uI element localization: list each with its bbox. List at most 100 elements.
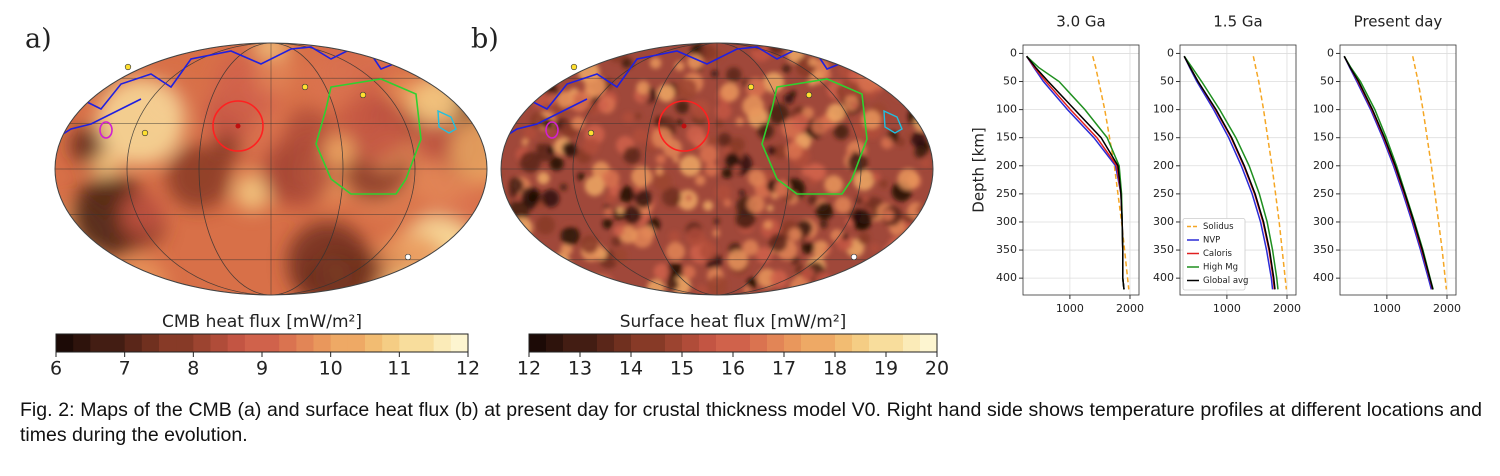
map-blob xyxy=(773,144,788,160)
map-blob xyxy=(657,84,675,102)
map-blob xyxy=(618,185,636,203)
location-dot xyxy=(301,83,309,91)
map-blob xyxy=(735,209,756,229)
colorbar-step xyxy=(699,334,717,352)
map-blob xyxy=(584,75,606,97)
location-dot xyxy=(404,253,412,261)
map-blob xyxy=(905,131,912,138)
y-tick-label: 150 xyxy=(1153,131,1174,144)
map-blob xyxy=(717,132,732,147)
map-blob xyxy=(685,227,706,247)
map-blob xyxy=(906,261,925,280)
map-blob xyxy=(747,169,765,187)
colorbar-step xyxy=(244,334,263,352)
map-blob xyxy=(676,119,683,126)
map-blob xyxy=(921,86,933,103)
map-blob xyxy=(621,57,633,69)
map-blob xyxy=(579,43,594,58)
chart-title: 1.5 Ga xyxy=(1213,13,1262,31)
map-blob xyxy=(501,94,509,101)
map-blob xyxy=(801,166,813,177)
map-blob xyxy=(415,122,458,165)
y-tick-label: 250 xyxy=(1313,187,1334,200)
colorbar-step xyxy=(279,334,297,352)
panel-label: b) xyxy=(471,24,499,55)
map-blob xyxy=(774,180,791,197)
cyan-region xyxy=(883,109,903,134)
colorbar-step xyxy=(546,334,564,352)
map-blob xyxy=(851,102,858,109)
map-blob xyxy=(702,200,714,211)
map-blob xyxy=(612,248,628,265)
map-blob xyxy=(668,230,681,243)
map-outline xyxy=(54,42,488,296)
map-blob xyxy=(715,102,732,120)
map-blob xyxy=(908,48,917,57)
y-axis-label: Depth [km] xyxy=(970,127,988,212)
map-blob xyxy=(913,74,928,89)
map-blob xyxy=(623,205,642,225)
map-blob xyxy=(824,175,844,195)
map-blob xyxy=(708,136,718,145)
legend-label: Caloris xyxy=(1203,249,1233,259)
y-tick-label: 300 xyxy=(1313,215,1334,228)
map-blob xyxy=(507,243,527,264)
colorbar-step xyxy=(347,334,366,352)
colorbar-step xyxy=(852,334,870,352)
map-blob xyxy=(685,194,692,201)
colorbar-step xyxy=(124,334,143,352)
map-blob xyxy=(769,269,788,288)
legend-label: NVP xyxy=(1203,236,1220,246)
map-blob xyxy=(561,141,577,157)
y-tick-label: 400 xyxy=(1153,271,1174,284)
plot-frame xyxy=(1339,44,1457,296)
colorbar-step xyxy=(716,334,734,352)
map-blob xyxy=(521,50,529,58)
colorbar-step xyxy=(682,334,700,352)
y-tick-label: 150 xyxy=(1313,131,1334,144)
map-blob xyxy=(569,91,590,112)
map-blob xyxy=(712,229,721,237)
map-blob xyxy=(763,72,785,93)
map-blob xyxy=(533,64,540,72)
colorbar-step xyxy=(382,334,400,352)
map-blob xyxy=(721,167,733,179)
map-blob xyxy=(547,265,565,283)
map-blob xyxy=(686,125,705,144)
colorbar-step xyxy=(450,334,469,352)
map-blob xyxy=(861,195,870,203)
map-blob xyxy=(874,50,885,62)
colorbar-step xyxy=(869,334,887,352)
map-blob xyxy=(97,77,185,166)
x-tick-label: 1000 xyxy=(1373,302,1401,315)
x-tick-label: 1000 xyxy=(1213,302,1241,315)
map-blob xyxy=(503,93,517,107)
nvp-region xyxy=(761,78,868,195)
map-blob xyxy=(560,226,580,246)
x-tick-label: 2000 xyxy=(1116,302,1144,315)
map-blob xyxy=(880,261,892,274)
map-blob xyxy=(852,208,872,229)
map-blob xyxy=(883,244,896,256)
map-blob xyxy=(423,246,475,295)
y-tick-label: 250 xyxy=(996,187,1017,200)
y-tick-label: 200 xyxy=(1313,159,1334,172)
caloris-region xyxy=(658,100,710,152)
map-blob xyxy=(825,276,843,295)
map-blob xyxy=(843,95,860,112)
colorbar-step xyxy=(227,334,246,352)
map-blob xyxy=(655,154,666,165)
colorbar-tick-label: 16 xyxy=(721,358,745,380)
map-blob xyxy=(352,254,383,285)
map-blob xyxy=(586,274,607,295)
colorbar-step xyxy=(563,334,581,352)
map-blob xyxy=(914,246,933,266)
map-blob xyxy=(729,137,745,153)
map-blob xyxy=(506,77,525,96)
map-blob xyxy=(745,77,766,98)
map-blob xyxy=(920,88,931,100)
map-blob xyxy=(666,242,685,262)
map-blob xyxy=(593,274,615,295)
map-blob xyxy=(584,175,605,196)
